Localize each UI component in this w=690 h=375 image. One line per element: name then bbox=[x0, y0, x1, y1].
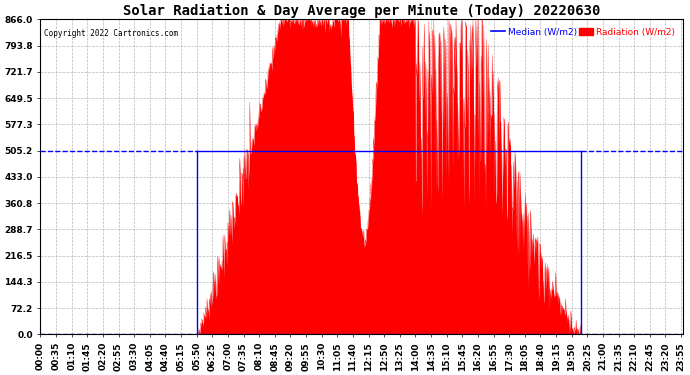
Title: Solar Radiation & Day Average per Minute (Today) 20220630: Solar Radiation & Day Average per Minute… bbox=[123, 4, 600, 18]
Text: Copyright 2022 Cartronics.com: Copyright 2022 Cartronics.com bbox=[43, 29, 178, 38]
Legend: Median (W/m2), Radiation (W/m2): Median (W/m2), Radiation (W/m2) bbox=[488, 24, 678, 40]
